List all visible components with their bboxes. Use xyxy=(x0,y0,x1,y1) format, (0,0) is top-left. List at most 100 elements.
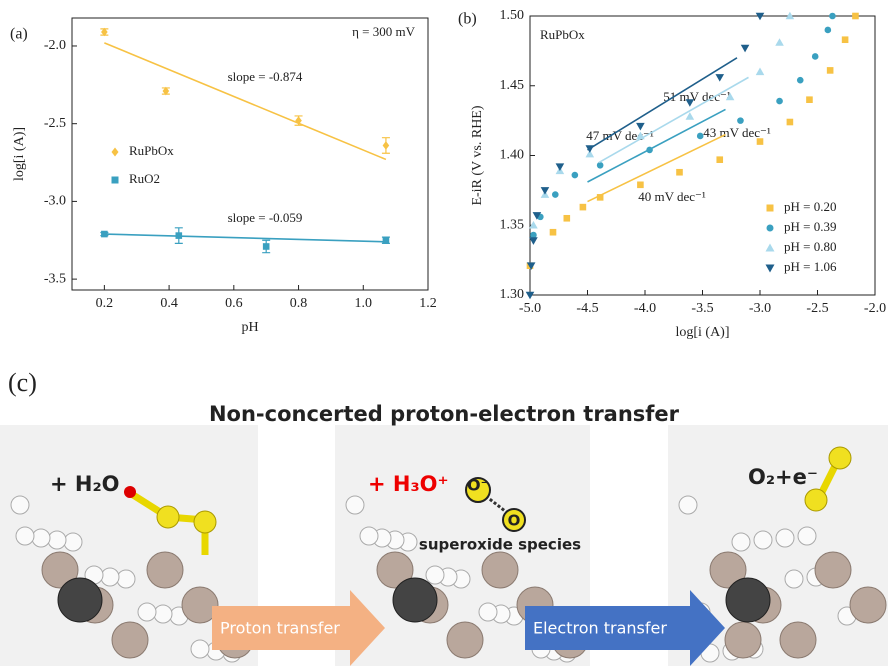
y-tick-label: 1.40 xyxy=(500,148,525,163)
point xyxy=(637,181,644,188)
legend-label: pH = 1.06 xyxy=(784,259,837,274)
panel-label: (b) xyxy=(458,11,477,28)
y-tick-label: 1.45 xyxy=(500,78,525,93)
x-tick-label: -4.0 xyxy=(634,301,656,316)
point xyxy=(697,133,704,140)
point xyxy=(812,53,819,60)
atom xyxy=(58,578,102,622)
legend-label: pH = 0.80 xyxy=(784,239,836,254)
legend-marker xyxy=(767,225,774,232)
panel-label: (c) xyxy=(8,368,37,397)
page: {"chart_data":[ {"type":"scatter","panel… xyxy=(0,0,888,666)
caption: + H₃O⁺ xyxy=(368,472,449,496)
point xyxy=(597,194,604,201)
legend-label: RuO2 xyxy=(129,171,160,186)
x-tick-label: 0.2 xyxy=(96,296,114,311)
point xyxy=(676,169,683,176)
atom xyxy=(815,552,851,588)
atom xyxy=(785,570,803,588)
atom xyxy=(732,533,750,551)
atom xyxy=(776,529,794,547)
y-axis-label: log[i (A)] xyxy=(12,127,27,181)
point xyxy=(741,45,750,53)
point xyxy=(101,231,108,238)
annotation: RuPbOx xyxy=(540,27,585,42)
x-tick-label: -5.0 xyxy=(519,301,541,316)
atom xyxy=(64,533,82,551)
caption: O₂+e⁻ xyxy=(748,465,818,489)
point xyxy=(541,187,550,195)
legend-label: pH = 0.20 xyxy=(784,199,836,214)
atom xyxy=(48,531,66,549)
fit-line xyxy=(104,43,386,160)
atom xyxy=(780,622,816,658)
x-tick-label: -2.5 xyxy=(806,301,828,316)
point xyxy=(263,243,270,250)
point xyxy=(715,74,724,82)
y-tick-label: -2.0 xyxy=(44,38,66,53)
legend-marker xyxy=(766,244,775,252)
annotation: slope = -0.874 xyxy=(228,69,303,84)
legend-marker xyxy=(112,177,119,184)
atom xyxy=(798,527,816,545)
point xyxy=(825,27,832,34)
x-axis-label: log[i (A)] xyxy=(675,325,729,340)
arrow-label: Proton transfer xyxy=(220,619,340,638)
figure: (c) Non-concerted proton-electron transf… xyxy=(0,0,888,666)
fit-line xyxy=(104,234,386,242)
atom xyxy=(16,527,34,545)
point xyxy=(550,229,557,236)
species-caption: superoxide species xyxy=(419,536,581,554)
point xyxy=(646,147,653,154)
annotation: η = 300 mV xyxy=(352,24,415,39)
x-tick-label: -3.5 xyxy=(691,301,713,316)
point xyxy=(776,98,783,105)
point xyxy=(383,141,390,150)
x-tick-label: 0.4 xyxy=(160,296,178,311)
atom xyxy=(360,527,378,545)
diagram-title: Non-concerted proton-electron transfer xyxy=(209,402,680,426)
point xyxy=(806,96,813,103)
legend-label: pH = 0.39 xyxy=(784,219,836,234)
caption: + H₂O xyxy=(50,472,120,496)
point xyxy=(827,67,834,74)
atom xyxy=(147,552,183,588)
point xyxy=(852,13,859,20)
species-label: O xyxy=(508,512,521,530)
atom xyxy=(754,531,772,549)
legend-marker xyxy=(766,265,775,273)
x-tick-label: -2.0 xyxy=(864,301,886,316)
atom xyxy=(191,640,209,658)
atom xyxy=(447,622,483,658)
legend-marker xyxy=(112,148,119,157)
point xyxy=(797,77,804,84)
atom xyxy=(11,496,29,514)
fit-line xyxy=(588,109,726,182)
y-tick-label: 1.50 xyxy=(500,8,525,23)
point xyxy=(564,215,571,222)
atom xyxy=(725,622,761,658)
y-tick-label: -2.5 xyxy=(44,116,66,131)
atom xyxy=(726,578,770,622)
annotation: 43 mV dec⁻¹ xyxy=(703,125,771,140)
atom xyxy=(32,529,50,547)
panel-label: (a) xyxy=(10,26,28,43)
point xyxy=(775,38,784,46)
point xyxy=(580,204,587,211)
arrow-label: Electron transfer xyxy=(533,619,667,638)
point xyxy=(842,36,849,43)
legend-label: RuPbOx xyxy=(129,143,174,158)
atom xyxy=(679,496,697,514)
atom xyxy=(112,622,148,658)
x-axis-label: pH xyxy=(241,320,258,335)
point xyxy=(787,119,794,126)
atom xyxy=(393,578,437,622)
point xyxy=(556,163,565,171)
species-label: O⁻ xyxy=(467,476,489,495)
atom xyxy=(101,568,119,586)
y-tick-label: -3.0 xyxy=(44,194,66,209)
x-tick-label: 0.8 xyxy=(290,296,308,311)
point xyxy=(737,117,744,124)
legend-marker xyxy=(767,205,774,212)
point xyxy=(757,138,764,145)
